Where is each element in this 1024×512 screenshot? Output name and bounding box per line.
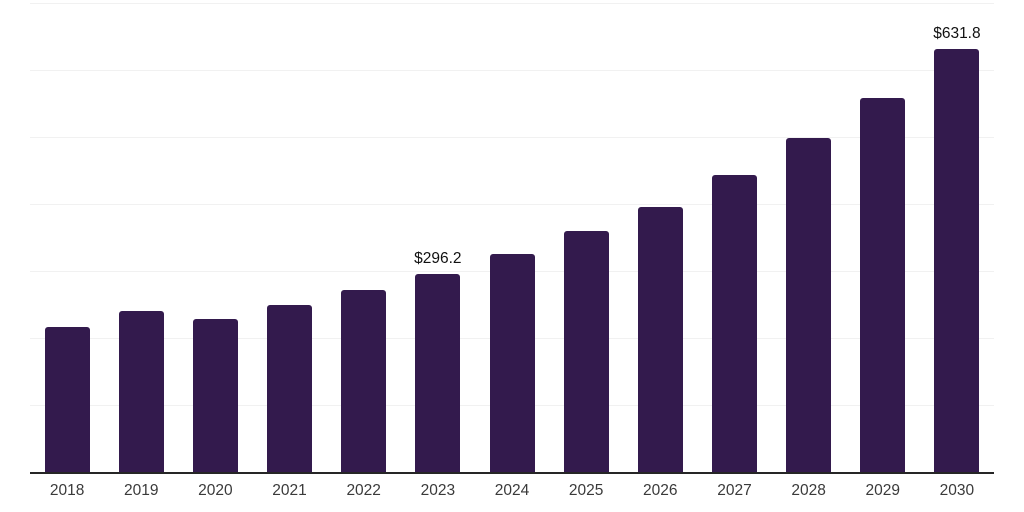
bar-2023 xyxy=(415,273,461,472)
bar-2022 xyxy=(341,290,387,472)
bar-value-label: $631.8 xyxy=(933,24,981,42)
gridline xyxy=(30,70,994,71)
x-tick-label: 2018 xyxy=(49,482,85,499)
gridline xyxy=(30,137,994,138)
x-tick-label: 2030 xyxy=(939,482,975,499)
bar-2027 xyxy=(711,175,757,472)
x-tick-label: 2027 xyxy=(717,482,752,499)
x-tick-label: 2022 xyxy=(346,482,381,499)
bar-2028 xyxy=(786,138,832,472)
bar-2019 xyxy=(118,311,164,472)
bar-2030 xyxy=(934,48,980,472)
x-tick-label: 2028 xyxy=(791,482,826,499)
bar-2021 xyxy=(267,304,313,472)
x-tick-label: 2026 xyxy=(643,482,678,499)
bar-2025 xyxy=(563,231,609,472)
x-tick-label: 2029 xyxy=(865,482,900,499)
bar-2024 xyxy=(489,253,535,472)
x-tick-label: 2024 xyxy=(494,482,530,499)
gridline xyxy=(30,3,994,4)
x-tick-label: 2025 xyxy=(568,482,604,499)
bar-2020 xyxy=(192,318,238,472)
x-tick-label: 2020 xyxy=(198,482,233,499)
plot-area: $296.2 $631.8 xyxy=(30,3,994,474)
bar-value-label: $296.2 xyxy=(414,249,462,267)
bar-2029 xyxy=(860,98,906,472)
x-tick-label: 2021 xyxy=(272,482,307,499)
bar-2026 xyxy=(637,206,683,472)
x-tick-label: 2023 xyxy=(420,482,456,499)
x-tick-label: 2019 xyxy=(123,482,159,499)
bar-2018 xyxy=(44,326,90,472)
gridline xyxy=(30,204,994,205)
